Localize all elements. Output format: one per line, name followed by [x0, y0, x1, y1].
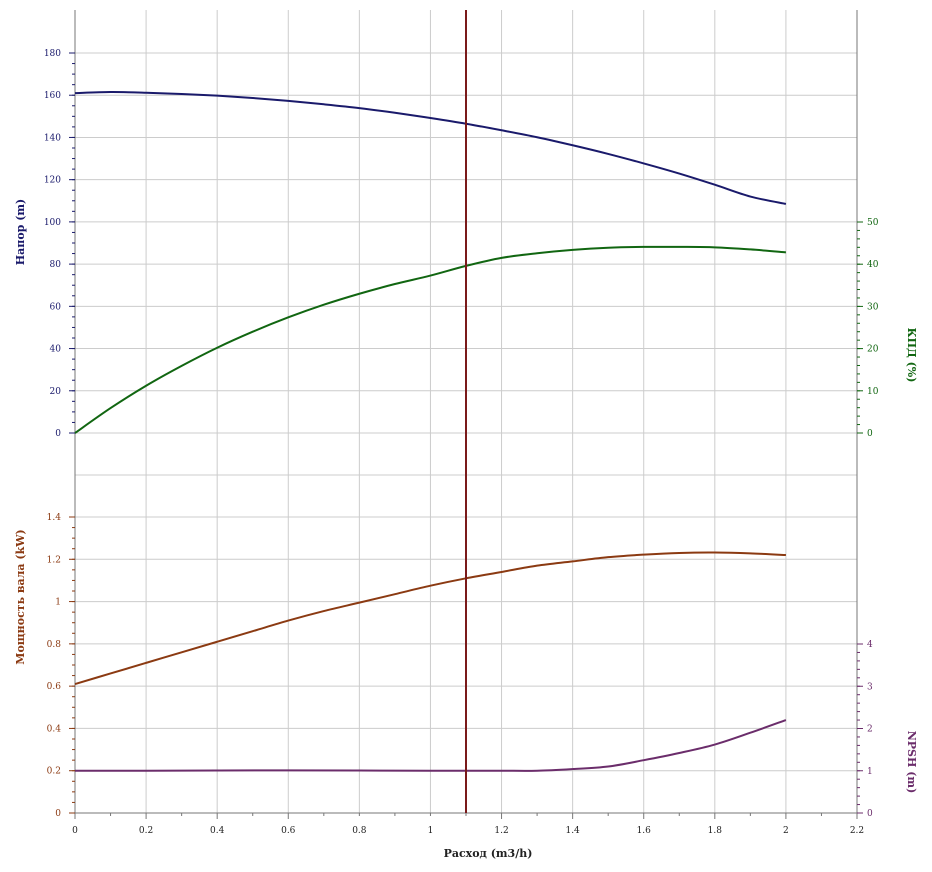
power-axis-tick-label: 0.4 — [47, 724, 62, 734]
efficiency-axis-tick-label: 30 — [867, 302, 879, 312]
npsh-axis-tick-label: 4 — [867, 640, 873, 650]
efficiency-axis-tick-label: 40 — [867, 260, 879, 270]
x-tick-label: 0 — [72, 826, 78, 836]
power-axis-tick-label: 0.2 — [47, 767, 61, 777]
x-tick-label: 2 — [783, 826, 789, 836]
tick-labels: 0 0.2 0.4 0.6 0.8 1 1.2 1.4 1.6 1.8 2 2.20204060801… — [44, 49, 879, 836]
head-curve — [74, 91, 787, 205]
head-axis-tick-label: 60 — [50, 302, 62, 312]
x-tick-label: 0.4 — [210, 826, 225, 836]
power-axis-tick-label: 1.2 — [47, 555, 61, 565]
x-tick-label: 1.8 — [708, 826, 723, 836]
head-axis-tick-label: 40 — [50, 345, 62, 355]
head-axis-tick-label: 100 — [44, 218, 61, 228]
x-tick-label: 0.2 — [139, 826, 153, 836]
npsh-axis-tick-label: 1 — [867, 767, 873, 777]
power-axis-tick-label: 1.4 — [47, 513, 62, 523]
npsh-axis-tick-label: 3 — [867, 682, 873, 692]
power-axis-tick-label: 1 — [55, 598, 61, 608]
head-axis-tick-label: 180 — [44, 49, 61, 59]
head-axis-tick-label: 120 — [44, 176, 61, 186]
x-tick-label: 1.6 — [637, 826, 652, 836]
head-axis-tick-label: 140 — [44, 133, 61, 143]
efficiency-axis-tick-label: 20 — [867, 345, 879, 355]
head-axis-tick-label: 20 — [50, 387, 62, 397]
npsh-axis-title: NPSH (m) — [905, 731, 918, 794]
power-axis-tick-label: 0.8 — [47, 640, 62, 650]
x-tick-label: 1.4 — [565, 826, 580, 836]
head-axis-tick-label: 160 — [44, 91, 61, 101]
efficiency-curve — [74, 245, 786, 434]
x-tick-label: 0.8 — [352, 826, 367, 836]
efficiency-axis-tick-label: 10 — [867, 387, 879, 397]
x-tick-label: 1 — [428, 826, 434, 836]
efficiency-axis-tick-label: 50 — [867, 218, 879, 228]
head-axis-tick-label: 0 — [55, 429, 61, 439]
power-curve — [74, 551, 786, 685]
npsh-curve — [74, 719, 787, 772]
efficiency-axis-tick-label: 0 — [867, 429, 873, 439]
x-axis-title: Расход (m3/h) — [444, 847, 533, 860]
power-axis-title: Мощность вала (kW) — [14, 529, 27, 664]
x-tick-label: 0.6 — [281, 826, 296, 836]
efficiency-axis-title: КПД (%) — [905, 328, 918, 383]
x-tick-label: 1.2 — [494, 826, 508, 836]
power-axis-tick-label: 0 — [55, 809, 61, 819]
axis-titles: Расход (m3/h) Напор (m) КПД (%) Мощность… — [14, 199, 918, 860]
head-axis-tick-label: 80 — [50, 260, 62, 270]
x-tick-label: 2.2 — [850, 826, 864, 836]
series-lines — [74, 10, 787, 813]
npsh-axis-tick-label: 0 — [867, 809, 873, 819]
npsh-axis-tick-label: 2 — [867, 725, 873, 735]
head-axis-title: Напор (m) — [14, 199, 27, 265]
power-axis-tick-label: 0.6 — [47, 682, 62, 692]
